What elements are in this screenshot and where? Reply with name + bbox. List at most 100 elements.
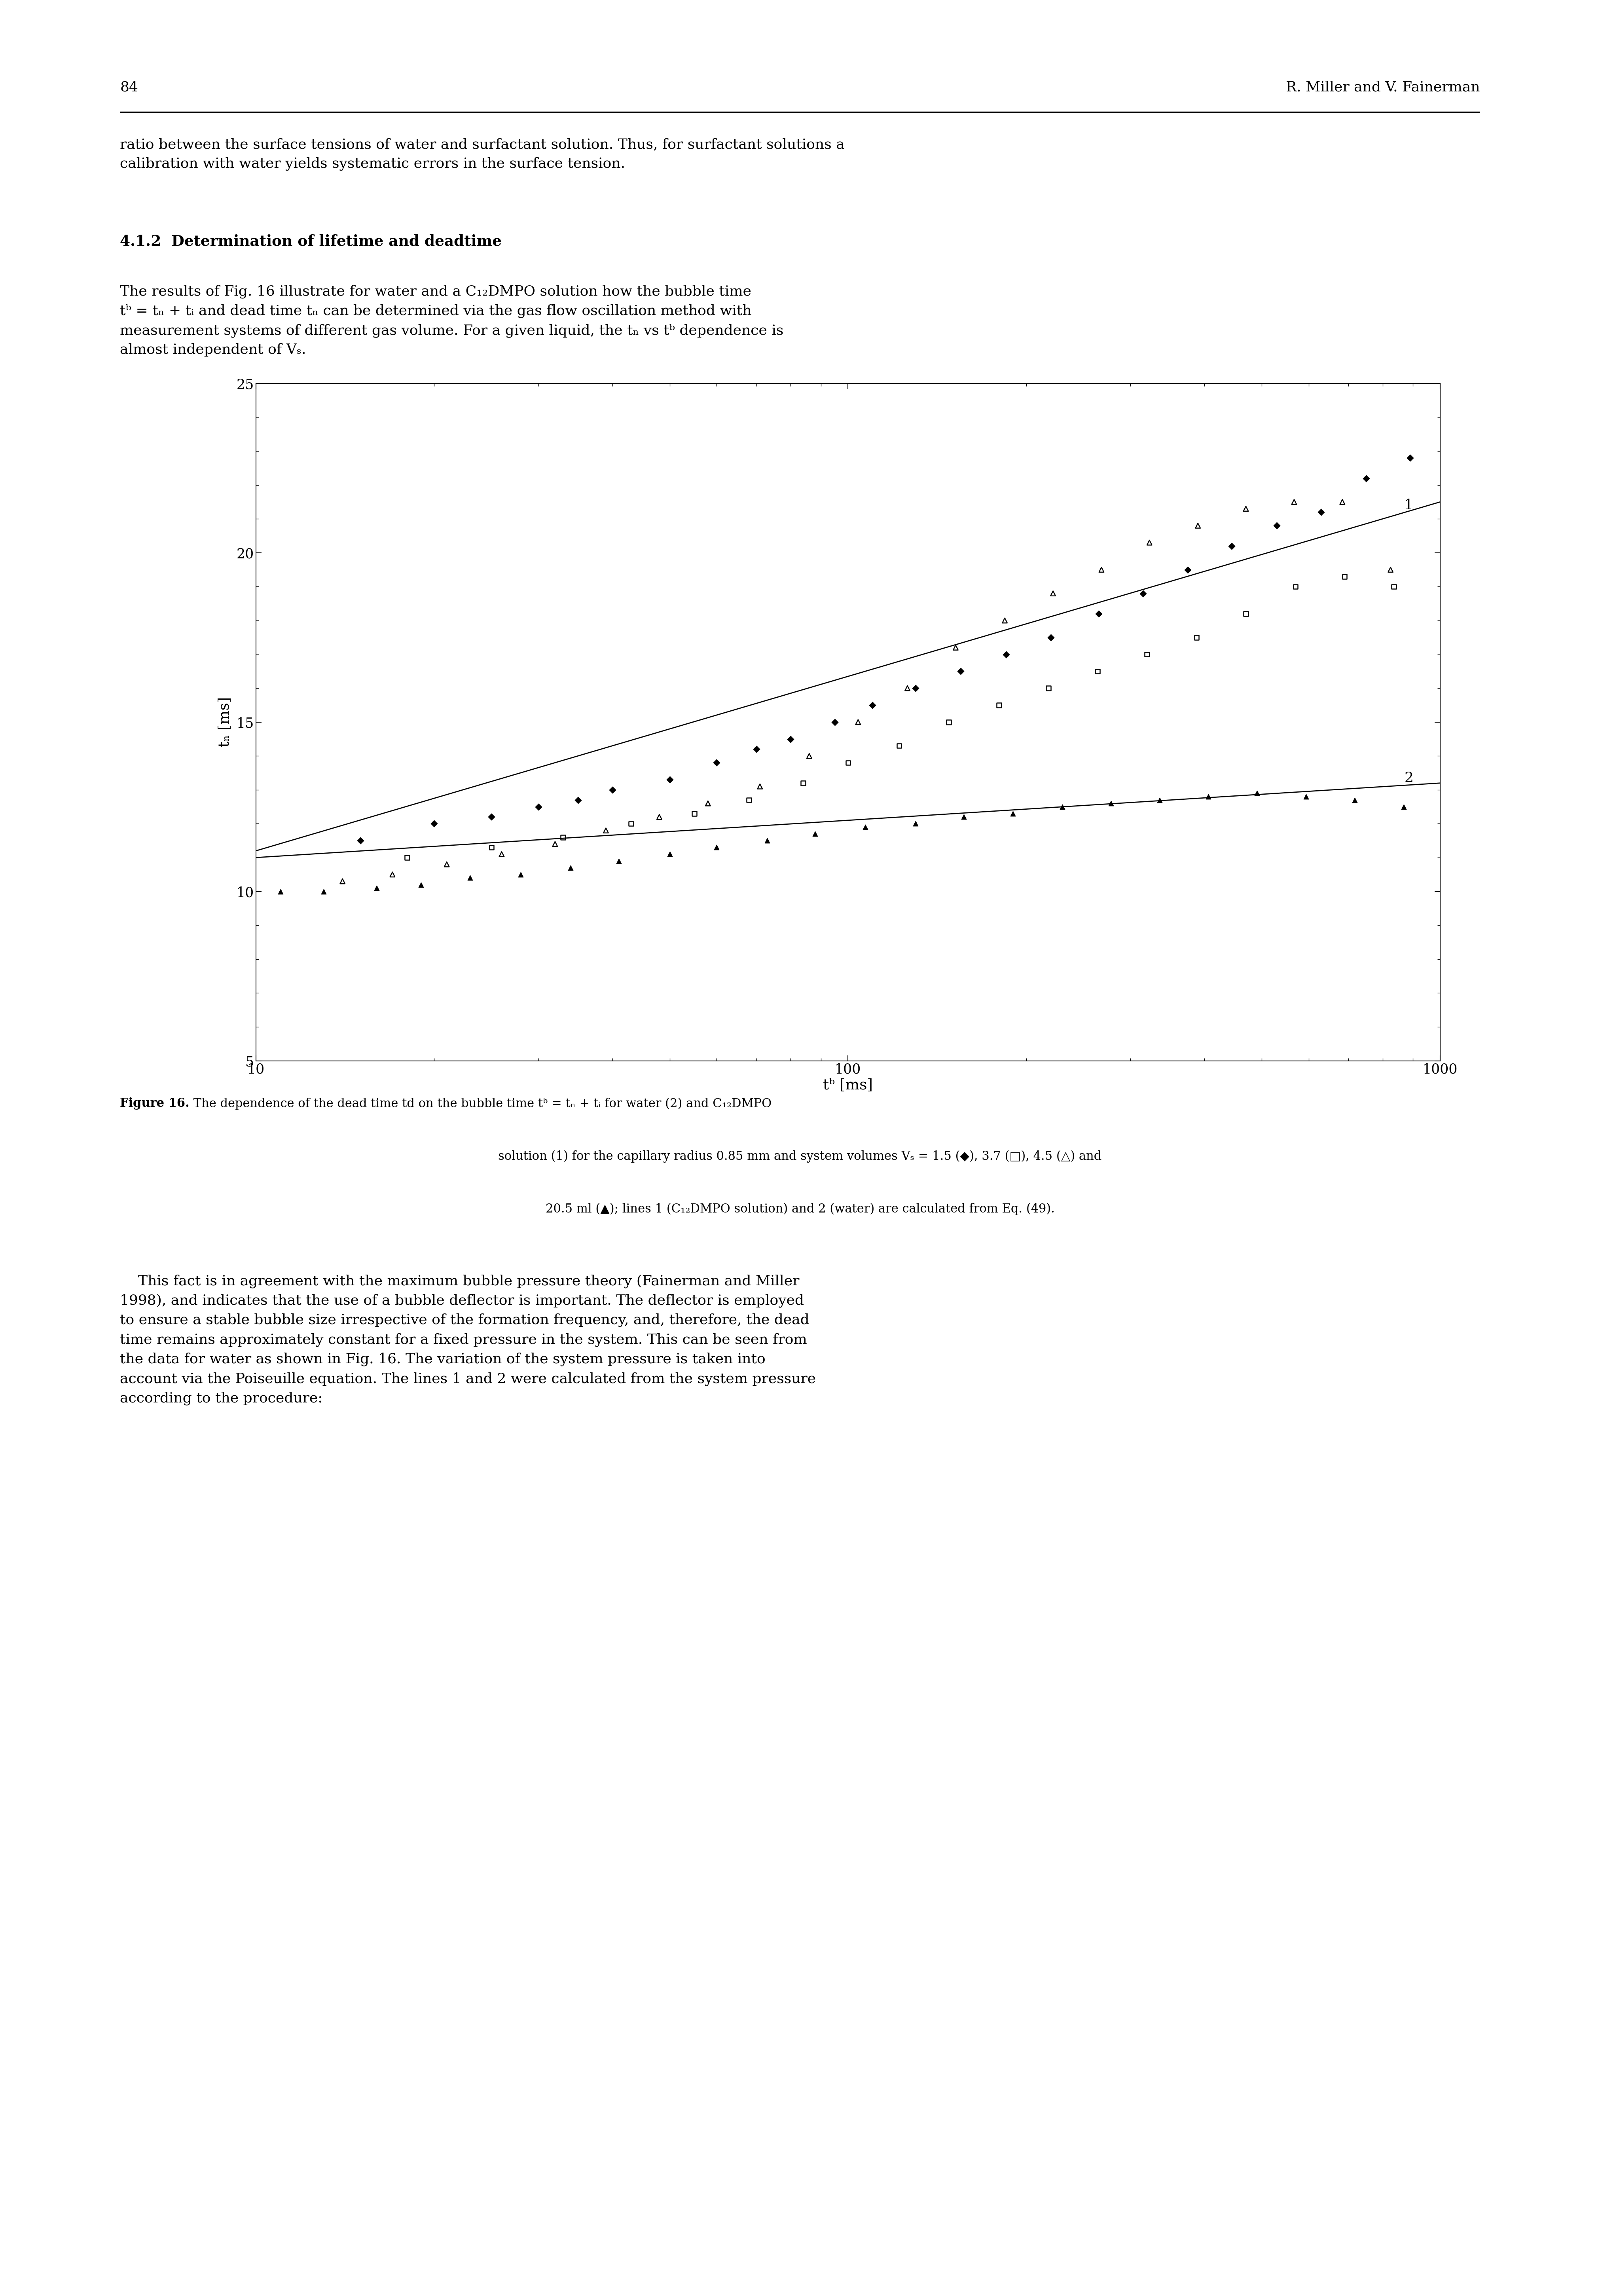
Point	[1331, 558, 1357, 595]
Point	[1035, 670, 1061, 707]
Text: 84: 84	[120, 80, 138, 94]
Point	[478, 829, 504, 866]
Point	[1038, 620, 1064, 657]
Point	[365, 870, 390, 907]
Point	[1098, 785, 1123, 822]
Point	[902, 806, 928, 843]
Point	[797, 737, 822, 774]
Point	[1234, 491, 1259, 528]
Point	[947, 652, 973, 689]
Point	[565, 781, 590, 817]
Point	[1354, 459, 1379, 496]
Point	[394, 838, 419, 875]
Point	[1282, 484, 1307, 521]
Point	[558, 850, 584, 886]
Point	[1195, 778, 1221, 815]
Text: This fact is in agreement with the maximum bubble pressure theory (Fainerman and: This fact is in agreement with the maxim…	[120, 1274, 816, 1405]
Y-axis label: tₙ [ms]: tₙ [ms]	[218, 698, 232, 746]
Point	[1000, 794, 1026, 831]
Point	[1040, 574, 1066, 611]
Point	[1134, 636, 1160, 673]
Point	[606, 843, 632, 879]
Point	[886, 728, 912, 765]
Point	[1309, 494, 1334, 530]
Point	[658, 836, 683, 872]
Point	[434, 845, 459, 882]
Point	[822, 703, 848, 739]
Point	[347, 822, 373, 859]
Point	[1184, 620, 1210, 657]
Point	[1085, 652, 1110, 689]
Point	[490, 836, 515, 872]
Point	[1174, 551, 1200, 588]
Point	[994, 636, 1019, 673]
Point	[1050, 788, 1075, 824]
Point	[478, 799, 504, 836]
Point	[1264, 507, 1290, 544]
Point	[526, 788, 552, 824]
Point	[1342, 781, 1368, 817]
Point	[845, 703, 870, 739]
Point	[744, 730, 770, 767]
Point	[408, 866, 434, 902]
Point	[1130, 574, 1155, 611]
Text: The results of Fig. 16 illustrate for water and a C₁₂DMPO solution how the bubbl: The results of Fig. 16 illustrate for wa…	[120, 285, 784, 356]
Point	[1136, 523, 1162, 560]
Point	[330, 863, 355, 900]
Point	[704, 744, 730, 781]
Text: 20.5 ml (▲); lines 1 (C₁₂DMPO solution) and 2 (water) are calculated from Eq. (4: 20.5 ml (▲); lines 1 (C₁₂DMPO solution) …	[546, 1203, 1054, 1215]
Point	[859, 687, 885, 723]
Point	[682, 794, 707, 831]
Point	[600, 771, 626, 808]
Point	[986, 687, 1011, 723]
Point	[421, 806, 446, 843]
Point	[507, 856, 533, 893]
Point	[458, 859, 483, 895]
Text: The dependence of the dead time td on the bubble time tᵇ = tₙ + tᵢ for water (2): The dependence of the dead time td on th…	[189, 1097, 771, 1109]
Point	[1390, 788, 1416, 824]
Point	[1330, 484, 1355, 521]
Point	[747, 769, 773, 806]
Point	[1147, 781, 1173, 817]
Point	[1381, 567, 1406, 604]
Point	[835, 744, 861, 781]
Point	[594, 813, 619, 850]
Point	[1283, 567, 1309, 604]
Text: 2: 2	[1405, 771, 1413, 785]
Point	[802, 815, 827, 852]
Point	[754, 822, 779, 859]
Point	[936, 703, 962, 739]
Point	[658, 762, 683, 799]
Text: 1: 1	[1405, 498, 1413, 512]
Point	[1186, 507, 1211, 544]
Point	[1378, 551, 1403, 588]
Point	[942, 629, 968, 666]
Point	[1234, 595, 1259, 631]
Point	[267, 872, 293, 909]
Point	[992, 602, 1018, 638]
Point	[790, 765, 816, 801]
Text: solution (1) for the capillary radius 0.85 mm and system volumes Vₛ = 1.5 (◆), 3: solution (1) for the capillary radius 0.…	[498, 1150, 1102, 1162]
X-axis label: tᵇ [ms]: tᵇ [ms]	[822, 1079, 874, 1093]
Point	[1293, 778, 1318, 815]
Text: R. Miller and V. Fainerman: R. Miller and V. Fainerman	[1286, 80, 1480, 94]
Point	[950, 799, 976, 836]
Point	[894, 670, 920, 707]
Point	[694, 785, 720, 822]
Text: ratio between the surface tensions of water and surfactant solution. Thus, for s: ratio between the surface tensions of wa…	[120, 138, 845, 170]
Text: Figure 16.: Figure 16.	[120, 1097, 189, 1109]
Text: 4.1.2  Determination of lifetime and deadtime: 4.1.2 Determination of lifetime and dead…	[120, 234, 502, 248]
Point	[704, 829, 730, 866]
Point	[853, 808, 878, 845]
Point	[1245, 774, 1270, 810]
Point	[736, 781, 762, 817]
Point	[1088, 551, 1114, 588]
Point	[542, 827, 568, 863]
Point	[1219, 528, 1245, 565]
Point	[778, 721, 803, 758]
Point	[902, 670, 928, 707]
Point	[379, 856, 405, 893]
Point	[1397, 439, 1422, 475]
Point	[310, 872, 336, 909]
Point	[646, 799, 672, 836]
